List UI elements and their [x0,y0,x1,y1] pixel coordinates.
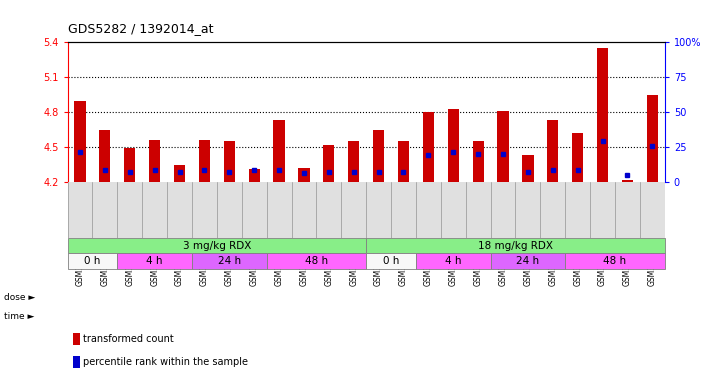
Bar [597,48,608,182]
Bar [547,120,558,182]
Bar [416,253,491,269]
Text: 4 h: 4 h [445,256,461,266]
Bar [68,253,117,269]
Bar [299,168,309,182]
Bar [73,356,80,369]
Bar [523,155,533,182]
Bar [473,141,483,182]
Bar [274,120,284,182]
Text: dose ►: dose ► [4,293,35,302]
Bar [192,253,267,269]
Bar [423,112,434,182]
Bar [448,109,459,182]
Bar [117,253,192,269]
Bar [572,133,583,182]
Text: 4 h: 4 h [146,256,163,266]
Bar [398,141,409,182]
Text: GDS5282 / 1392014_at: GDS5282 / 1392014_at [68,22,213,35]
Text: 0 h: 0 h [84,256,101,266]
Bar [149,140,160,182]
Text: 18 mg/kg RDX: 18 mg/kg RDX [478,241,553,251]
Text: percentile rank within the sample: percentile rank within the sample [83,358,248,367]
Bar [491,253,565,269]
Bar [100,130,110,182]
Text: 3 mg/kg RDX: 3 mg/kg RDX [183,241,251,251]
Bar [373,130,384,182]
Bar [622,180,633,182]
Bar [366,253,416,269]
Bar [647,95,658,182]
Text: 24 h: 24 h [516,256,540,266]
Bar [565,253,665,269]
Bar [267,253,366,269]
Text: 48 h: 48 h [604,256,626,266]
Text: transformed count: transformed count [83,334,174,344]
Bar [174,165,185,182]
Text: 48 h: 48 h [305,256,328,266]
Text: 0 h: 0 h [383,256,400,266]
Bar [73,333,80,346]
Bar [199,140,210,182]
Bar [75,101,85,182]
Bar [324,145,334,182]
Bar [498,111,508,182]
Text: 24 h: 24 h [218,256,241,266]
Bar [249,169,260,182]
Bar [366,238,665,253]
Bar [68,238,366,253]
Bar [124,148,135,182]
Bar [224,141,235,182]
Bar [348,141,359,182]
Text: time ►: time ► [4,312,34,321]
